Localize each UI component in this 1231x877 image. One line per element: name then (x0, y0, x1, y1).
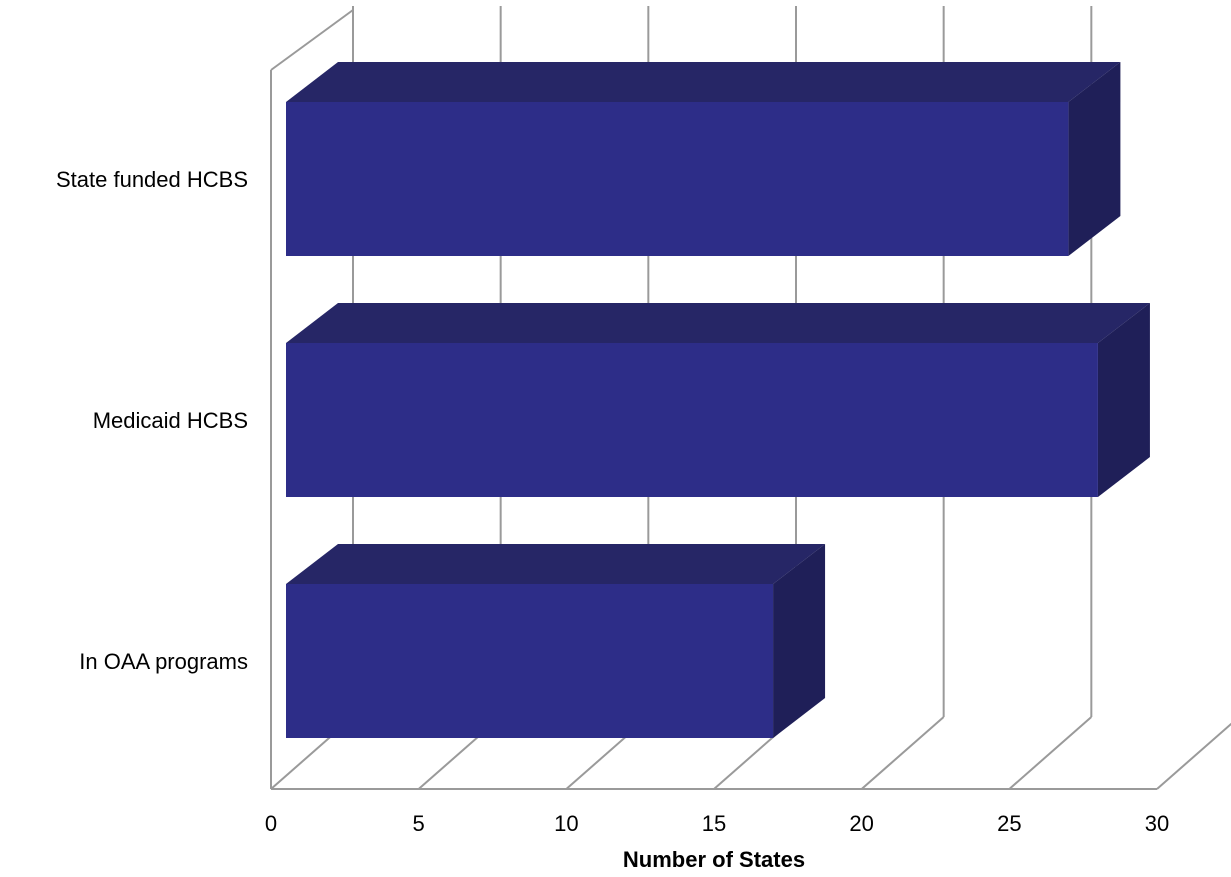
bar (286, 102, 1069, 256)
bar-layer (286, 62, 1150, 738)
x-tick-label: 20 (849, 811, 873, 836)
x-tick-label: 25 (997, 811, 1021, 836)
floor-gridline (1156, 722, 1231, 790)
bar-top-face (286, 544, 826, 584)
bar-side-face (1097, 303, 1150, 497)
bar-side-face (773, 544, 826, 738)
x-tick-label: 5 (413, 811, 425, 836)
floor-gridline (1008, 716, 1092, 790)
bar (286, 343, 1098, 497)
left-wall-top-edge (270, 9, 354, 71)
y-category-label: Medicaid HCBS (93, 408, 248, 433)
floor-gridline (861, 716, 945, 790)
x-tick-label: 10 (554, 811, 578, 836)
x-tick-label: 0 (265, 811, 277, 836)
bar (286, 584, 774, 738)
x-tick-label: 15 (702, 811, 726, 836)
y-category-label: State funded HCBS (56, 167, 248, 192)
label-layer: 0 5 10 15 20 25 30 State funded HCBS Medicaid HC… (56, 167, 1169, 836)
x-tick-label: 30 (1145, 811, 1169, 836)
y-category-label: In OAA programs (79, 649, 248, 674)
bar-top-face (286, 303, 1150, 343)
bar-top-face (286, 62, 1121, 102)
x-axis-title: Number of States (623, 847, 805, 872)
bar-side-face (1068, 62, 1121, 256)
